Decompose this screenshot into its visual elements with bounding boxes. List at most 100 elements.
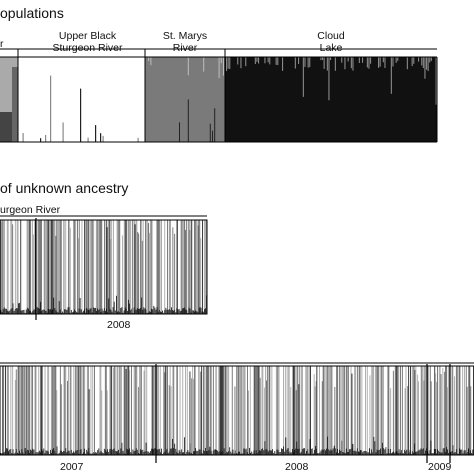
panel2-bar bbox=[73, 311, 74, 314]
panel3-bar bbox=[395, 366, 397, 455]
panel2-bar bbox=[173, 310, 174, 314]
panel3-bar bbox=[400, 450, 402, 455]
panel2-bar bbox=[184, 220, 185, 314]
panel3-bar bbox=[158, 366, 159, 455]
ancestry-bar bbox=[406, 57, 408, 70]
panel3-bar bbox=[290, 387, 292, 455]
panel3-bar bbox=[92, 452, 94, 455]
ancestry-bar bbox=[209, 123, 211, 142]
panel3-bar bbox=[248, 453, 249, 455]
panel3-bar bbox=[213, 449, 215, 455]
panel3-bar bbox=[267, 451, 269, 455]
panel2-bar bbox=[160, 220, 162, 314]
panel3-bar bbox=[81, 453, 83, 455]
panel2-bar bbox=[57, 312, 59, 314]
panel3-bar bbox=[238, 366, 239, 455]
panel3-bar bbox=[455, 366, 457, 455]
panel3-bar bbox=[232, 449, 234, 455]
panel3-bar bbox=[101, 452, 103, 455]
panel2-bar bbox=[4, 220, 5, 314]
panel2-bar bbox=[99, 308, 101, 314]
panel2-bar bbox=[144, 308, 146, 314]
panel2-bar bbox=[149, 311, 150, 314]
panel3-bar bbox=[80, 366, 82, 455]
ancestry-bar bbox=[422, 57, 424, 69]
panel3-bar bbox=[259, 450, 260, 455]
panel3-bar bbox=[179, 366, 181, 455]
panel3-bar bbox=[184, 437, 185, 455]
panel3-bar bbox=[323, 366, 325, 455]
panel3-bar bbox=[59, 366, 61, 455]
panel3-bar bbox=[469, 453, 470, 455]
panel2-bar bbox=[1, 221, 3, 314]
panel2-bar bbox=[145, 309, 147, 314]
panel3-bar bbox=[153, 366, 155, 455]
panel2-bar bbox=[90, 308, 92, 314]
panel3-bar bbox=[15, 369, 17, 455]
panel3-bar bbox=[140, 366, 142, 455]
panel3-bar bbox=[271, 450, 272, 455]
panel3-bar bbox=[443, 448, 445, 455]
panel3-bar bbox=[383, 448, 385, 455]
panel3-bar bbox=[458, 453, 459, 455]
panel3-bar bbox=[190, 452, 192, 455]
panel3-bar bbox=[120, 366, 122, 455]
panel3-bar bbox=[92, 366, 94, 455]
panel3-bar bbox=[344, 366, 346, 455]
panel3-bar bbox=[256, 366, 257, 455]
ancestry-bar bbox=[150, 57, 152, 66]
panel3-bar bbox=[166, 448, 168, 455]
panel3-bar bbox=[447, 449, 448, 455]
panel3-bar bbox=[66, 452, 68, 455]
panel3-bar bbox=[403, 453, 404, 455]
panel3-bar bbox=[358, 451, 359, 455]
panel3-bar bbox=[126, 366, 128, 455]
panel2-bar bbox=[54, 220, 56, 314]
panel3-bar bbox=[347, 366, 349, 455]
panel3-bar bbox=[219, 366, 221, 455]
panel3-bar bbox=[325, 450, 326, 455]
panel3-bar bbox=[432, 453, 434, 455]
panel3-bar bbox=[111, 366, 113, 455]
panel3-bar bbox=[337, 449, 338, 455]
panel3-bar bbox=[295, 448, 297, 455]
panel3-bar bbox=[278, 452, 280, 455]
panel2-bar bbox=[96, 220, 98, 314]
panel3-bar bbox=[56, 446, 58, 455]
panel3-bar bbox=[109, 449, 111, 455]
ancestry-bar bbox=[214, 108, 216, 142]
panel3-bar bbox=[178, 450, 180, 455]
panel3-bar bbox=[339, 366, 341, 455]
panel3-bar bbox=[330, 449, 332, 455]
panel3-bar bbox=[470, 386, 472, 455]
panel2-bar bbox=[10, 309, 12, 314]
panel3-bar bbox=[143, 452, 145, 455]
panel2-bar bbox=[187, 220, 189, 314]
panel2-bar bbox=[38, 220, 40, 314]
panel2-bar bbox=[83, 310, 84, 314]
panel3-bar bbox=[347, 366, 348, 455]
panel2-bar bbox=[194, 220, 195, 314]
panel3-bar bbox=[448, 366, 450, 455]
panel2-bar bbox=[4, 308, 6, 314]
panel3-bar bbox=[365, 366, 366, 455]
panel2-bar bbox=[200, 238, 202, 314]
panel3-bar bbox=[218, 366, 220, 455]
panel2-bar bbox=[149, 232, 150, 314]
panel3-bar bbox=[216, 450, 217, 455]
panel2-bar bbox=[131, 308, 133, 314]
panel3-bar bbox=[298, 384, 300, 455]
panel3-bar bbox=[90, 366, 92, 455]
panel3-bar bbox=[191, 453, 193, 455]
panel3-bar bbox=[191, 378, 193, 455]
panel3-bar bbox=[221, 366, 223, 455]
panel3-bar bbox=[316, 366, 318, 455]
panel3-bar bbox=[359, 451, 360, 455]
panel2-bar bbox=[3, 307, 5, 314]
panel3-bar bbox=[117, 366, 119, 455]
panel3-bar bbox=[282, 449, 283, 455]
panel3-bar bbox=[156, 366, 158, 455]
panel3-bar bbox=[172, 438, 173, 455]
panel3-bar bbox=[256, 453, 258, 455]
panel3-bar bbox=[167, 366, 168, 455]
